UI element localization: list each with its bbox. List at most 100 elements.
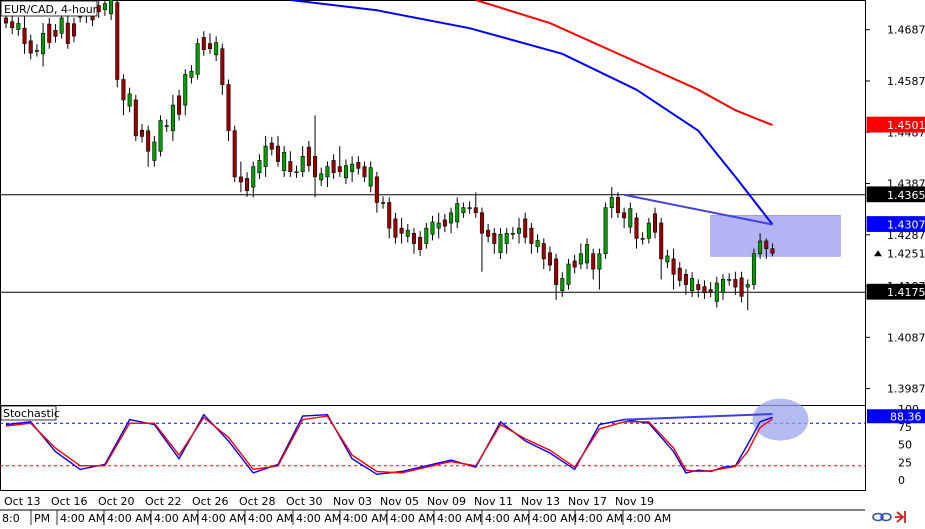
candle-body	[591, 253, 596, 270]
candle-body	[275, 145, 280, 162]
candle-body	[121, 79, 126, 101]
candle-body	[554, 258, 559, 285]
candle-body	[47, 23, 52, 43]
candle-body	[690, 278, 695, 291]
x-date-label: Nov 03	[333, 495, 372, 508]
candle-body	[535, 240, 540, 247]
candle-body	[368, 167, 373, 187]
candle-body	[683, 273, 688, 285]
candle-body	[745, 284, 750, 288]
candle-body	[109, 0, 114, 15]
symbol-label: EUR/CAD, 4-hour	[4, 3, 98, 16]
candle-body	[343, 165, 348, 179]
x-time-label: 4:00 AM	[107, 512, 152, 525]
candle-body	[566, 263, 571, 285]
x-date-label: Oct 13	[4, 495, 41, 508]
price-badge	[866, 186, 925, 203]
candle-body	[220, 48, 225, 85]
x-time-label: 4:00 AM	[390, 512, 435, 525]
candle-body	[164, 125, 169, 127]
candle-body	[263, 145, 268, 167]
candle-body	[306, 146, 311, 166]
candle-body	[585, 244, 590, 264]
candle-body	[671, 258, 676, 275]
candle-body	[430, 221, 435, 235]
resistance-zone	[710, 215, 841, 257]
candle-body	[640, 238, 645, 240]
candle-body	[294, 171, 299, 174]
candle-body	[381, 202, 386, 204]
x-date-label: Oct 16	[51, 495, 88, 508]
link-icon-ring-left	[872, 512, 884, 522]
candle-body	[572, 260, 577, 268]
x-time-label: PM	[34, 512, 50, 525]
candle-body	[226, 84, 231, 132]
candle-body	[139, 129, 144, 137]
candle-body	[461, 207, 466, 214]
candle-body	[331, 160, 336, 174]
y-tick-label: 1.4587	[887, 75, 925, 88]
price-badge-label: 1.4251	[887, 247, 925, 260]
price-badge-label: 1.4307	[887, 219, 925, 232]
candle-body	[214, 42, 219, 56]
candle-body	[411, 232, 416, 244]
candle-body	[146, 130, 151, 152]
x-time-label: 4:00 AM	[626, 512, 671, 525]
stoch-y-tick-label: 25	[898, 456, 912, 469]
candle-body	[764, 240, 769, 249]
stoch-value-label: 88.36	[890, 410, 922, 423]
candle-body	[449, 212, 454, 224]
candle-body	[313, 156, 318, 178]
candle-body	[628, 208, 633, 228]
candle-body	[770, 248, 775, 254]
candle-body	[337, 166, 342, 173]
scroll-to-end-icon[interactable]	[895, 511, 906, 523]
x-date-label: Nov 19	[615, 495, 654, 508]
stoch-series-line	[5, 415, 773, 474]
candle-body	[158, 120, 163, 152]
candle-body	[708, 289, 713, 293]
x-date-label: Oct 22	[145, 495, 182, 508]
x-time-label: 4:00 AM	[154, 512, 199, 525]
candle-body	[634, 217, 639, 239]
candle-body	[696, 284, 701, 290]
x-date-label: Nov 05	[380, 495, 419, 508]
candle-body	[739, 277, 744, 297]
x-date-label: Oct 30	[286, 495, 323, 508]
candle-body	[702, 286, 707, 294]
candle-body	[269, 142, 274, 150]
candle-body	[115, 2, 120, 80]
candle-body	[597, 253, 602, 270]
candle-body	[28, 40, 33, 54]
price-badge	[866, 116, 925, 133]
candle-body	[53, 29, 58, 37]
candle-body	[4, 17, 8, 24]
y-tick-label: 1.4687	[887, 24, 925, 37]
stoch-label-box	[0, 405, 57, 421]
x-date-label: Nov 11	[474, 495, 513, 508]
moving-average-line	[290, 0, 774, 226]
candle-body	[714, 282, 719, 302]
candle-body	[232, 130, 237, 178]
candle-body	[356, 161, 361, 169]
candle-body	[442, 219, 447, 227]
candle-body	[10, 21, 15, 29]
x-date-label: Oct 28	[239, 495, 276, 508]
candle-body	[529, 227, 534, 244]
candle-body	[541, 243, 546, 260]
arrow-right-bar-icon	[895, 511, 906, 523]
candle-body	[41, 33, 46, 55]
link-icon-ring-right	[880, 512, 892, 522]
link-icon[interactable]	[872, 512, 892, 522]
candle-body	[405, 229, 410, 237]
candle-body	[622, 212, 627, 219]
candle-body	[59, 17, 64, 34]
x-date-label: Nov 17	[568, 495, 607, 508]
candle-body	[300, 156, 305, 173]
candle-body	[177, 95, 182, 115]
stoch-trendline	[624, 412, 773, 421]
candle-body	[22, 27, 27, 44]
candle-body	[479, 212, 484, 234]
x-time-label: 4:00 AM	[485, 512, 530, 525]
